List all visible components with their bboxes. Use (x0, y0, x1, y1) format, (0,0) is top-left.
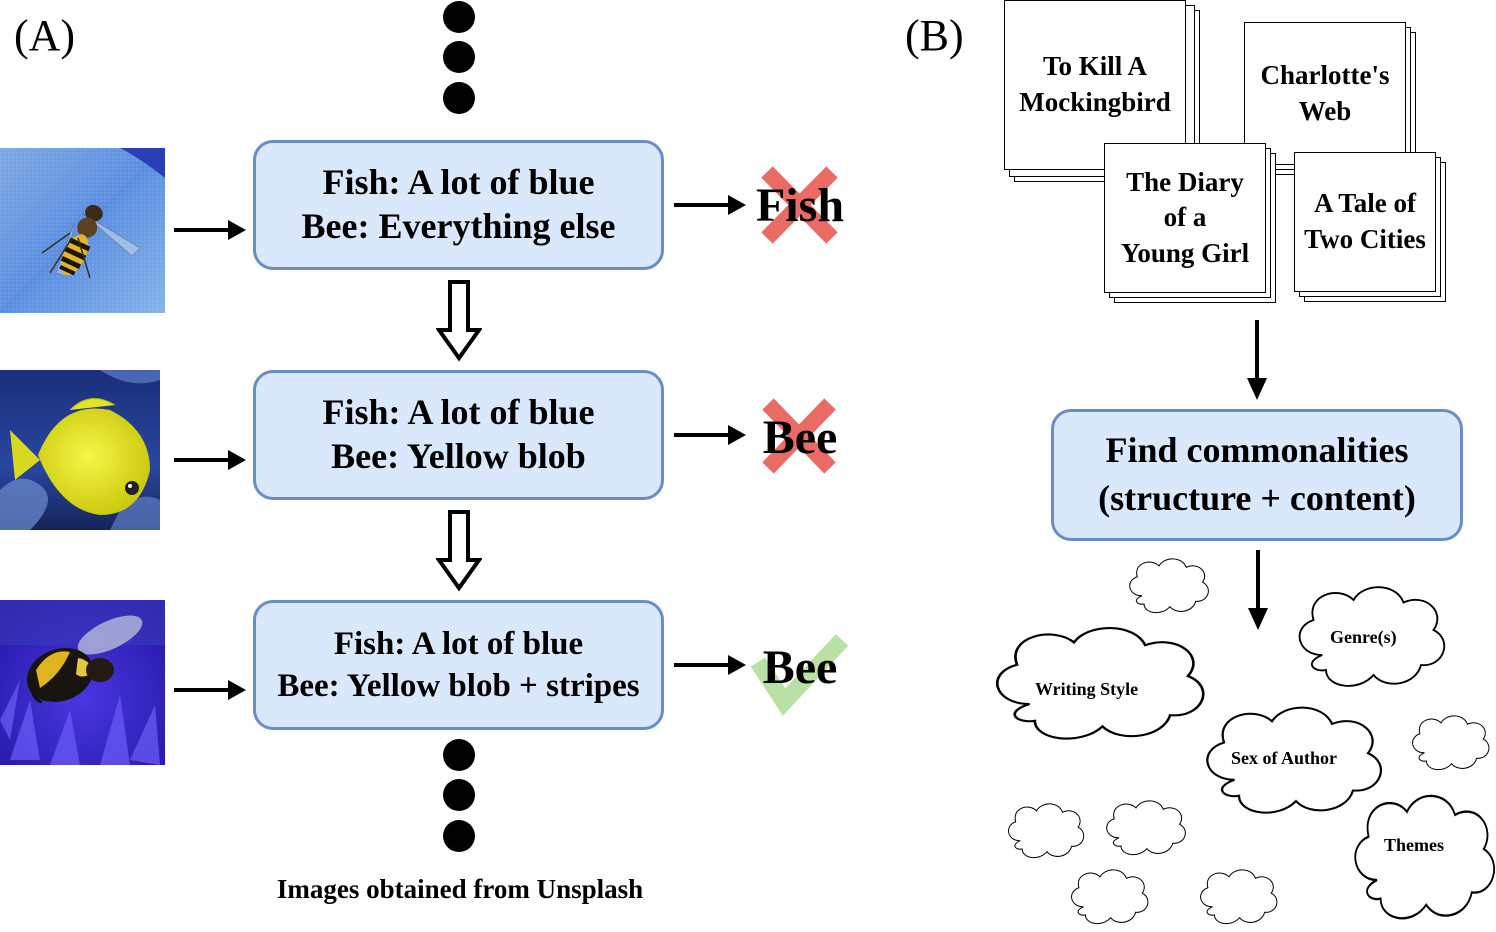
cloud-shape (1129, 558, 1209, 614)
ellipsis-dot (443, 1, 475, 33)
check-icon (750, 634, 849, 716)
hollow-down-arrow-icon (436, 280, 482, 362)
cloud-label-sex-of-author: Sex of Author (1231, 748, 1338, 768)
ellipsis-dot (443, 41, 475, 73)
result-label: Bee (762, 641, 838, 694)
rule-box-1: Fish: A lot of blue Bee: Everything else (253, 140, 664, 270)
book-title-line: Charlotte's (1260, 59, 1390, 90)
book-title-line: To Kill A (1042, 51, 1148, 82)
arrow-icon (674, 425, 746, 445)
ellipsis-dot (443, 82, 475, 114)
arrow-icon (174, 450, 246, 470)
arrow-icon (674, 195, 746, 215)
cloud-label-writing-style: Writing Style (1035, 679, 1139, 699)
result-3: Bee (740, 620, 860, 720)
result-1: Fish (740, 158, 860, 258)
cross-icon (761, 166, 838, 244)
book-title-line: Web (1298, 95, 1352, 126)
cloud-shape (1007, 803, 1085, 859)
cloud-label-genre: Genre(s) (1330, 627, 1397, 647)
down-arrow-icon (1247, 320, 1267, 400)
result-label: Fish (755, 179, 845, 232)
rule-box-3: Fish: A lot of blue Bee: Yellow blob + s… (253, 600, 664, 730)
arrow-icon (174, 680, 246, 700)
hoverfly-photo (0, 148, 165, 313)
book-title-line: Young Girl (1120, 237, 1250, 268)
rule-bee-text: Bee: Yellow blob + stripes (277, 668, 640, 704)
find-box-line: Find commonalities (1105, 430, 1409, 471)
panel-a-label: (A) (14, 11, 76, 60)
book-a-tale-of-two-cities: A Tale of Two Cities (1294, 152, 1449, 304)
book-title-line: The Diary (1126, 167, 1244, 198)
panel-b-label: (B) (905, 11, 964, 60)
result-2: Bee (740, 388, 860, 488)
hollow-down-arrow-icon (436, 510, 482, 592)
cloud-shape (1200, 869, 1278, 925)
book-diary-of-a-young-girl: The Diary of a Young Girl (1104, 143, 1279, 305)
rule-bee-text: Bee: Yellow blob (331, 436, 586, 476)
book-title-line: of a (1163, 202, 1207, 233)
rule-fish-text: Fish: A lot of blue (322, 162, 595, 203)
arrow-icon (174, 220, 246, 240)
ellipsis-dot (443, 820, 475, 852)
book-title-line: A Tale of (1313, 188, 1417, 219)
find-commonalities-box: Find commonalities (structure + content) (1051, 409, 1463, 541)
image-credit-caption: Images obtained from Unsplash (276, 874, 644, 904)
cloud-shape (1071, 869, 1149, 925)
bumblebee-photo (0, 600, 165, 765)
yellow-tang-fish-photo (0, 370, 160, 530)
book-title-line: Two Cities (1304, 224, 1426, 254)
rule-bee-text: Bee: Everything else (301, 206, 616, 246)
down-arrow-icon (1248, 550, 1268, 630)
rule-box-2: Fish: A lot of blue Bee: Yellow blob (253, 370, 664, 500)
cloud-shape (1412, 715, 1490, 771)
result-label: Bee (762, 411, 838, 464)
book-title-line: Mockingbird (1019, 87, 1171, 117)
ellipsis-dot (443, 739, 475, 771)
cross-icon (762, 398, 836, 474)
cloud-shape (1106, 800, 1186, 856)
find-box-line: (structure + content) (1098, 478, 1416, 518)
cloud-label-themes: Themes (1384, 835, 1444, 855)
ellipsis-dot (443, 779, 475, 811)
rule-fish-text: Fish: A lot of blue (333, 625, 584, 662)
cloud-shape (1354, 794, 1496, 920)
arrow-icon (674, 655, 746, 675)
rule-fish-text: Fish: A lot of blue (322, 392, 595, 433)
